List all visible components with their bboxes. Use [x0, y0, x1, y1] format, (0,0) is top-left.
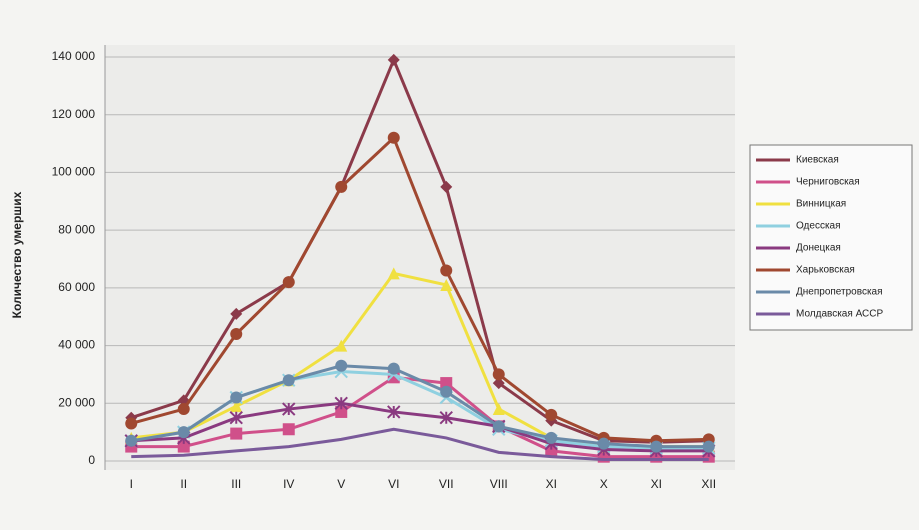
marker	[282, 423, 295, 436]
marker	[492, 377, 505, 390]
series-line	[131, 427, 709, 462]
y-tick-label: 60 000	[58, 280, 95, 294]
marker	[335, 180, 348, 193]
series-line	[130, 55, 709, 444]
marker	[492, 368, 505, 381]
legend: Киевская Черниговская Винницкая Одесская Дон…	[756, 155, 883, 320]
marker	[492, 403, 505, 416]
marker	[230, 328, 243, 341]
plot-area	[105, 45, 735, 470]
x-tick-label: I	[130, 477, 133, 491]
marker	[282, 374, 295, 387]
y-tick-label: 80 000	[58, 222, 95, 236]
marker	[650, 440, 663, 453]
y-tick-label: 120 000	[52, 107, 96, 121]
x-tick-label: VI	[388, 477, 399, 491]
marker	[177, 403, 190, 416]
marker	[230, 307, 243, 320]
x-tick-label: XI	[651, 477, 662, 491]
x-tick-label: X	[600, 477, 608, 491]
marker	[440, 377, 453, 390]
marker	[335, 339, 348, 352]
series-line	[131, 401, 709, 453]
marker	[702, 440, 715, 453]
x-tick-label: V	[337, 477, 345, 491]
marker	[440, 278, 453, 291]
marker	[387, 362, 400, 375]
legend-label: Винницкая	[796, 199, 846, 210]
y-tick-label: 20 000	[58, 395, 95, 409]
marker	[597, 437, 610, 450]
legend-box	[749, 144, 913, 331]
marker	[545, 431, 558, 444]
marker	[387, 131, 400, 144]
series-line	[130, 135, 709, 443]
y-tick-label: 100 000	[52, 165, 96, 179]
legend-label: Одесская	[796, 221, 841, 232]
marker	[335, 359, 348, 372]
marker	[387, 267, 400, 280]
legend-label: Киевская	[796, 155, 839, 166]
marker	[229, 411, 243, 425]
marker	[125, 417, 138, 430]
y-axis-label: Количество умерших	[10, 191, 24, 318]
x-tick-label: XI	[546, 477, 557, 491]
legend-label: Донецкая	[796, 243, 841, 254]
x-tick-label: VIII	[490, 477, 508, 491]
marker	[230, 391, 243, 404]
x-tick-label: II	[180, 477, 187, 491]
legend-label: Харьковская	[796, 265, 855, 276]
marker	[230, 400, 243, 413]
marker	[282, 402, 296, 416]
marker	[282, 276, 295, 289]
x-tick-label: XII	[701, 477, 716, 491]
marker	[440, 180, 453, 193]
marker	[545, 408, 558, 421]
marker	[440, 385, 453, 398]
series-line	[131, 364, 709, 449]
y-tick-label: 140 000	[52, 49, 96, 63]
marker	[492, 420, 505, 433]
marker	[387, 405, 401, 419]
marker	[440, 264, 453, 277]
x-tick-label: VII	[439, 477, 454, 491]
y-tick-label: 0	[88, 453, 95, 467]
marker	[177, 440, 190, 453]
marker	[230, 427, 243, 440]
marker	[125, 434, 138, 447]
x-tick-label: III	[231, 477, 241, 491]
x-tick-label: IV	[283, 477, 294, 491]
marker	[177, 426, 190, 439]
marker	[334, 396, 348, 410]
legend-label: Черниговская	[796, 177, 860, 188]
marker	[387, 53, 400, 66]
legend-label: Днепропетровская	[796, 287, 883, 298]
marker	[439, 411, 453, 425]
marker	[335, 405, 348, 418]
y-tick-label: 40 000	[58, 338, 95, 352]
legend-label: Молдавская АССР	[796, 309, 883, 320]
